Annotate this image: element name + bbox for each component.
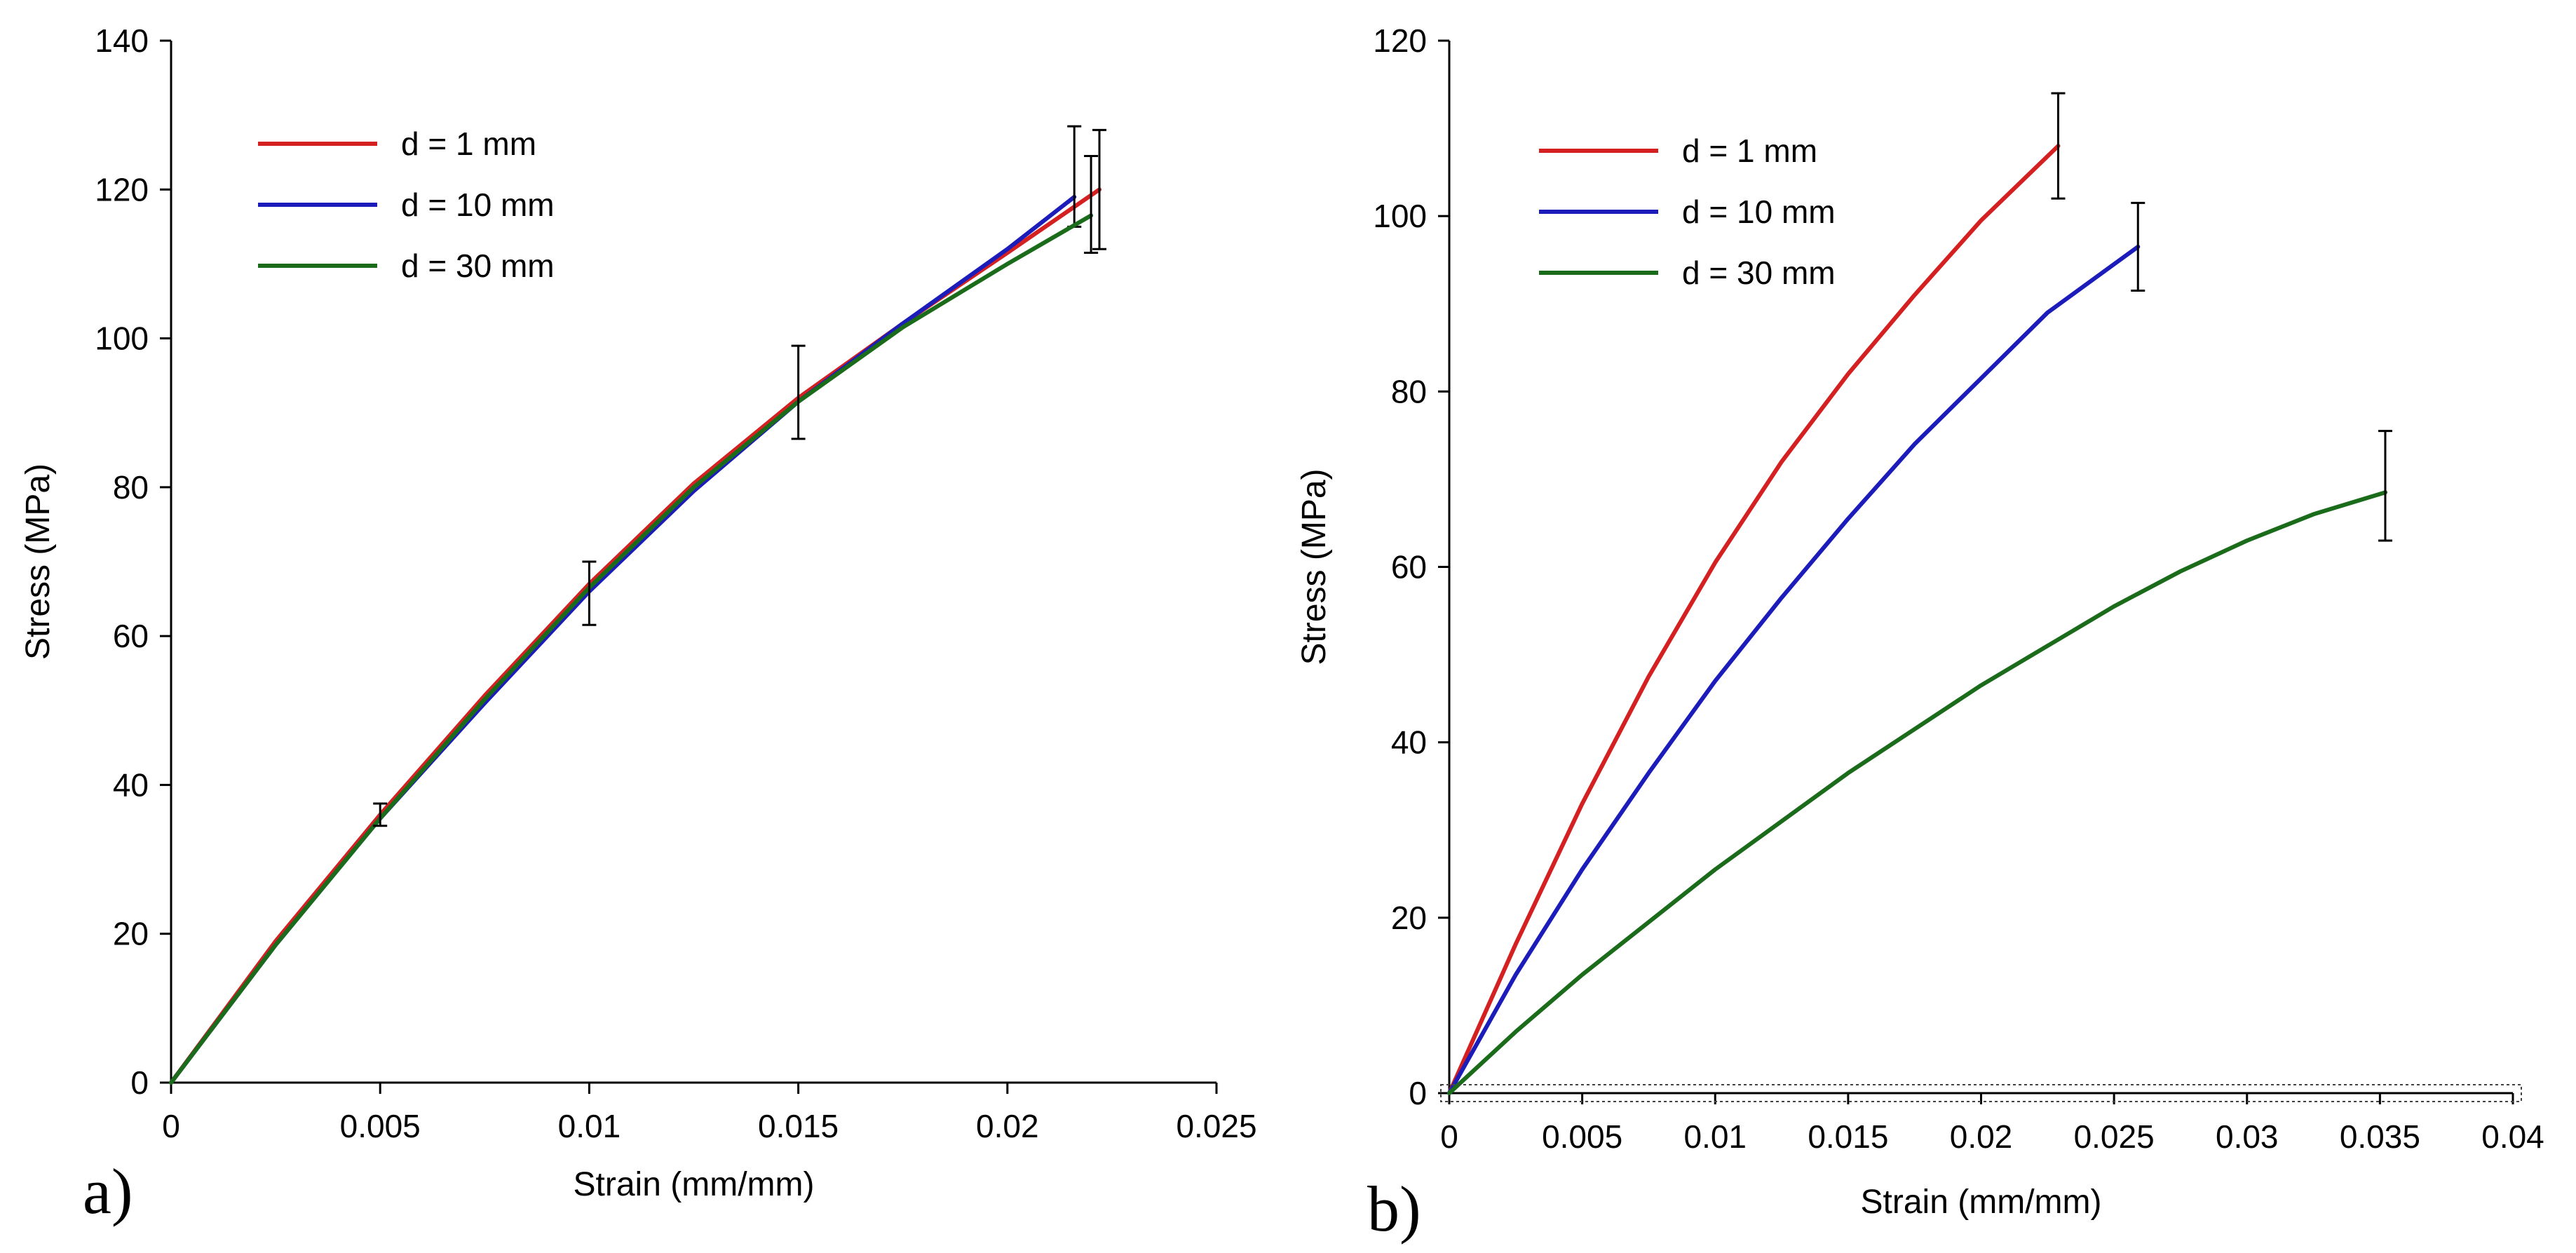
panel-b-y-tick-label: 20	[1391, 900, 1427, 936]
panel-b-y-tick-label: 0	[1409, 1075, 1427, 1111]
panel-b-series-line-3	[1447, 490, 2387, 1095]
panel-b-chart: 0 0.005 0.01 0.015 0.02 0.025 0.03 0.035 0.04 0 20…	[1296, 22, 2544, 1245]
panel-b-x-tick-label: 0.025	[2074, 1118, 2155, 1155]
panel-a-legend-label-1: d = 1 mm	[401, 126, 536, 162]
panel-b-y-tick-label: 40	[1391, 724, 1427, 761]
panel-a-y-tick-label: 140	[95, 22, 149, 59]
panel-b-series-line-1	[1447, 144, 2061, 1095]
panel-a-y-tick-label: 40	[113, 766, 149, 803]
panel-b-legend-label-2: d = 10 mm	[1682, 194, 1836, 230]
panel-b-series-line-2	[1447, 244, 2141, 1095]
panel-a-series-line-2	[169, 194, 1077, 1085]
panel-b-x-tick-label: 0.035	[2340, 1118, 2420, 1155]
panel-a-error-bar	[373, 802, 388, 827]
panel-b-y-tick-label: 120	[1373, 22, 1427, 59]
panel-a-legend-label-3: d = 30 mm	[401, 248, 555, 284]
panel-b-legend-label-3: d = 30 mm	[1682, 255, 1836, 291]
panel-b-y-tick-label: 60	[1391, 549, 1427, 585]
panel-b-x-tick-label: 0.005	[1542, 1118, 1622, 1155]
panel-b-x-tick-label: 0.01	[1683, 1118, 1747, 1155]
panel-a-error-bar	[582, 560, 597, 626]
panel-a-series-line-1	[169, 187, 1101, 1085]
panel-a-y-tick-label: 80	[113, 469, 149, 506]
panel-a-x-tick-label: 0.02	[976, 1108, 1039, 1144]
panel-a-y-tick-label: 120	[95, 171, 149, 208]
panel-b-x-tick-label: 0	[1440, 1118, 1458, 1155]
panel-b-y-axis-label: Stress (MPa)	[1296, 468, 1333, 665]
panel-b-label: b)	[1367, 1173, 1421, 1245]
panel-a-y-tick-label: 60	[113, 618, 149, 654]
panel-a-x-tick-label: 0.015	[758, 1108, 839, 1144]
panel-b-x-tick-label: 0.02	[1950, 1118, 2013, 1155]
panel-b-x-tick-label: 0.015	[1808, 1118, 1888, 1155]
panel-a-label: a)	[83, 1156, 133, 1227]
panel-a-y-tick-label: 20	[113, 916, 149, 952]
panel-a-x-tick-label: 0.005	[340, 1108, 421, 1144]
panel-a-legend-label-2: d = 10 mm	[401, 187, 555, 223]
panel-a-x-tick-label: 0.025	[1176, 1108, 1256, 1144]
panel-a-x-tick-label: 0.01	[558, 1108, 621, 1144]
panel-a-error-bar	[791, 344, 806, 440]
panel-b-x-tick-label: 0.04	[2481, 1118, 2544, 1155]
panel-b-end-error-bar-1	[2051, 92, 2066, 200]
panel-a-y-tick-label: 100	[95, 320, 149, 357]
panel-b-end-error-bar-3	[2378, 430, 2392, 542]
panel-a-series-line-3	[169, 213, 1094, 1085]
panel-a-y-tick-label: 0	[130, 1064, 149, 1101]
panel-b-legend-label-1: d = 1 mm	[1682, 133, 1817, 169]
panel-a-x-tick-label: 0	[162, 1108, 180, 1144]
panel-b-y-tick-label: 100	[1373, 198, 1427, 234]
panel-b-end-error-bar-2	[2131, 201, 2145, 292]
panel-b-x-axis-label: Strain (mm/mm)	[1861, 1184, 2102, 1221]
panel-b-y-tick-label: 80	[1391, 373, 1427, 409]
panel-a-y-axis-label: Stress (MPa)	[20, 463, 57, 660]
panel-a-end-error-bar-1	[1092, 128, 1107, 250]
panel-a-chart: 0 0.005 0.01 0.015 0.02 0.025 0 20 40 60 80 100 120 1…	[20, 22, 1257, 1227]
panel-a-x-axis-label: Strain (mm/mm)	[574, 1166, 815, 1203]
panel-b-axis-selection-box	[1440, 1084, 2522, 1102]
panel-b-x-tick-label: 0.03	[2216, 1118, 2279, 1155]
panel-a-end-error-bar-3	[1084, 155, 1099, 255]
